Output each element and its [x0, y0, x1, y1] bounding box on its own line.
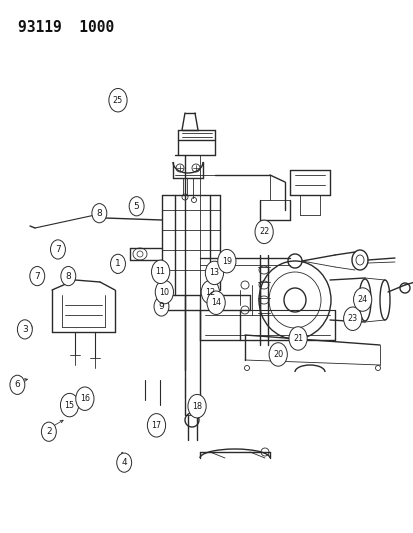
Text: 20: 20 [273, 350, 282, 359]
Ellipse shape [206, 291, 225, 314]
Text: 22: 22 [259, 228, 268, 236]
Ellipse shape [116, 453, 131, 472]
Text: 8: 8 [96, 209, 102, 217]
Ellipse shape [109, 88, 127, 112]
Text: 18: 18 [192, 402, 202, 410]
Text: 19: 19 [221, 257, 231, 265]
Ellipse shape [217, 249, 235, 273]
Text: 8: 8 [65, 272, 71, 280]
Ellipse shape [353, 288, 371, 311]
Text: 1: 1 [115, 260, 121, 268]
Text: 14: 14 [211, 298, 221, 307]
Ellipse shape [343, 307, 361, 330]
Text: 6: 6 [14, 381, 20, 389]
Text: 7: 7 [55, 245, 61, 254]
Text: 3: 3 [22, 325, 28, 334]
Ellipse shape [188, 394, 206, 418]
Ellipse shape [110, 254, 125, 273]
Ellipse shape [288, 327, 306, 350]
Text: 17: 17 [151, 421, 161, 430]
Text: 25: 25 [113, 96, 123, 104]
Text: 7: 7 [34, 272, 40, 280]
Ellipse shape [61, 266, 76, 286]
Ellipse shape [17, 320, 32, 339]
Ellipse shape [151, 260, 169, 284]
Text: 5: 5 [133, 202, 139, 211]
Text: 24: 24 [357, 295, 367, 304]
Text: 2: 2 [46, 427, 52, 436]
Ellipse shape [60, 393, 78, 417]
Ellipse shape [129, 197, 144, 216]
Ellipse shape [155, 280, 173, 304]
Ellipse shape [201, 280, 219, 304]
Text: 12: 12 [205, 288, 215, 296]
Ellipse shape [10, 375, 25, 394]
Ellipse shape [205, 261, 223, 285]
Text: 4: 4 [121, 458, 127, 467]
Text: 93119  1000: 93119 1000 [18, 20, 114, 35]
Ellipse shape [92, 204, 107, 223]
Ellipse shape [268, 343, 287, 366]
Text: 23: 23 [347, 314, 357, 323]
Ellipse shape [254, 220, 273, 244]
Text: 10: 10 [159, 288, 169, 296]
Ellipse shape [154, 297, 169, 316]
Text: 11: 11 [155, 268, 165, 276]
Text: 13: 13 [209, 269, 219, 277]
Ellipse shape [147, 414, 165, 437]
Ellipse shape [50, 240, 65, 259]
Text: 21: 21 [292, 334, 302, 343]
Ellipse shape [76, 387, 94, 410]
Text: 15: 15 [64, 401, 74, 409]
Ellipse shape [30, 266, 45, 286]
Ellipse shape [41, 422, 56, 441]
Text: 9: 9 [158, 302, 164, 311]
Text: 16: 16 [80, 394, 90, 403]
